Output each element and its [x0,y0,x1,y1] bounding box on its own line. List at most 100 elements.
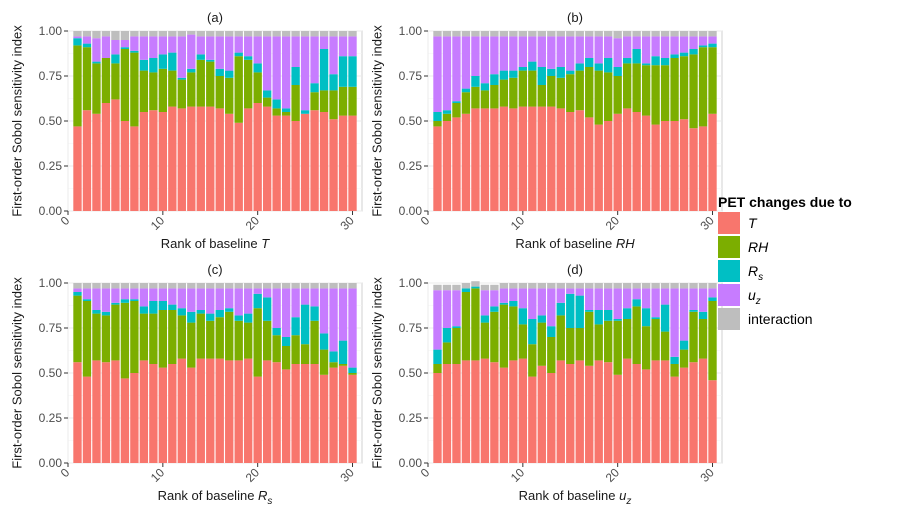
bar-segment-rs [537,67,546,85]
bar-segment-interaction [670,283,679,289]
legend-key-uz [718,284,740,306]
bar-segment-uz [708,36,717,44]
bar-segment-rs [471,76,480,87]
bar-segment-t [575,110,584,211]
bar-segment-t [433,373,442,463]
bar-segment-uz [622,36,632,58]
bar-segment-t [196,358,205,463]
bar-segment-rh [518,70,528,107]
y-axis-label: First-order Sobol sensitivity index [9,277,24,469]
bar-segment-t [566,112,575,211]
y-tick-label: 0.00 [39,204,63,218]
bar-segment-t [670,121,679,211]
bar-segment-rh [461,292,471,361]
bar-segment-rh [613,320,622,375]
bar-segment-rs [168,52,177,71]
bar-segment-interaction [244,283,253,289]
bar-segment-interaction [348,283,357,289]
bar-segment-rh [641,326,651,370]
bar-segment-rh [556,315,565,361]
bar-segment-uz [215,36,224,69]
bar-segment-interaction [575,31,584,37]
y-tick-label: 1.00 [399,276,423,290]
bar-segment-rh [433,364,442,373]
bar-segment-interaction [120,283,130,289]
bar-segment-interaction [215,283,224,289]
bar-segment-rs [433,349,442,364]
y-axis-label: First-order Sobol sensitivity index [369,277,384,469]
bar-segment-rh [509,77,518,109]
bar-segment-uz [594,36,603,64]
bar-segment-uz [547,288,556,327]
bar-segment-uz [196,36,205,55]
bar-segment-interaction [338,283,348,289]
bar-segment-t [149,110,158,211]
bar-segment-t [698,358,708,463]
bar-segment-t [168,364,177,463]
bar-segment-uz [547,36,556,69]
bar-segment-interaction [499,283,509,289]
panel-b: 0.00 0.25 0.50 0.75 1.00 0 10 20 30 (b) Rank of ba… [369,10,723,251]
bar-segment-interaction [177,283,186,289]
bar-segment-uz [310,36,319,84]
bar-segment-uz [225,288,234,309]
bar-segment-interaction [689,283,698,289]
bar-segment-interaction [177,31,186,37]
bar-segment-rh [225,77,234,114]
bar-segment-uz [281,36,291,109]
bar-segment-interaction [272,283,281,289]
bar-segment-interaction [253,283,262,289]
bar-segment-t [651,124,660,211]
bar-segment-rh [319,349,329,375]
bar-segment-interaction [594,283,603,289]
bar-segment-interaction [262,31,272,37]
x-tick-label: 10 [508,213,528,233]
bar-segment-t [604,121,613,211]
y-axis-label: First-order Sobol sensitivity index [369,25,384,217]
bar-segment-rh [613,76,622,114]
bar-segment-uz [452,290,461,327]
bar-segment-rh [461,92,471,114]
bar-segment-interaction [585,283,594,289]
legend-label-rs: Rs [748,263,763,283]
bar-segment-uz [111,288,120,303]
y-tick-label: 0.25 [399,411,423,425]
bar-segment-uz [689,288,698,310]
bar-segment-rs [566,293,575,328]
bar-segment-uz [679,288,689,341]
bar-segment-interaction [651,31,660,37]
bar-segment-t [234,360,243,463]
bar-segment-rh [262,320,272,361]
bar-segment-uz [244,36,253,57]
bar-segment-t [300,364,310,463]
x-tick-label: 30 [338,465,358,485]
bar-segment-interaction [130,283,139,289]
x-tick-label: 10 [148,465,168,485]
bar-segment-rs [225,70,234,78]
bar-segment-t [452,364,461,463]
bar-segment-rs [499,70,509,80]
bar-segment-rs [660,304,670,332]
bar-segment-uz [206,288,215,314]
bar-segment-uz [225,36,234,71]
bar-segment-uz [73,288,82,292]
bar-segment-rs [452,326,461,328]
bar-segment-t [111,99,120,211]
bar-segment-rh [130,52,139,127]
bar-segment-uz [348,288,357,368]
bar-segment-t [622,358,632,463]
bar-segment-interaction [196,283,205,289]
bar-segment-interaction [651,283,660,289]
bar-segment-rh [111,304,120,361]
bar-segment-t [253,376,262,463]
bar-segment-t [632,112,641,211]
bar-segment-rh [622,63,632,109]
bar-segment-t [490,362,499,463]
bar-segment-interaction [234,31,243,37]
bar-segment-uz [253,36,262,64]
bar-segment-uz [433,290,442,350]
bar-segment-rs [253,63,262,73]
bar-segment-t [509,360,518,463]
bar-segment-rs [509,301,518,307]
bar-segment-t [158,367,168,463]
